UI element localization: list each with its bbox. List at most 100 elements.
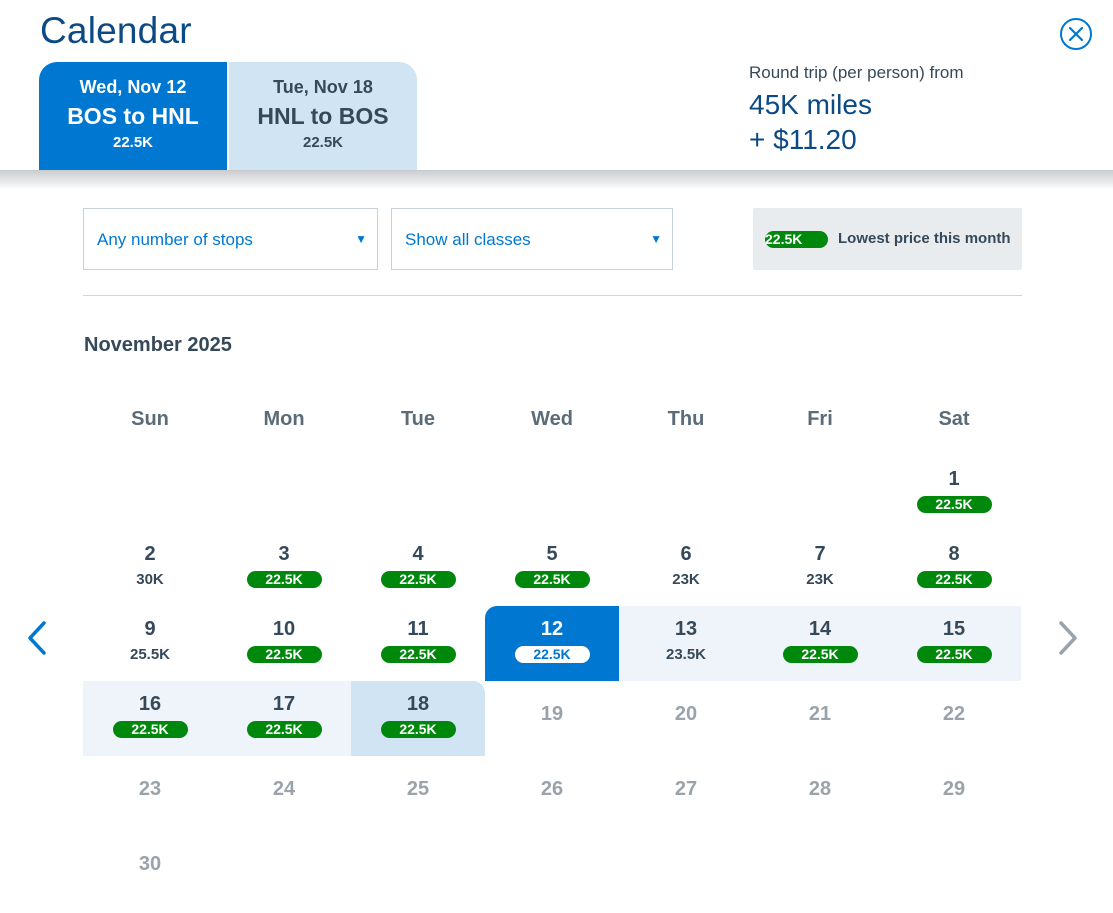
- day-price: 22.5K: [217, 646, 351, 663]
- summary-label: Round trip (per person) from: [749, 63, 964, 82]
- day-number: 23: [138, 778, 162, 800]
- tab-return-price: 22.5K: [302, 134, 344, 151]
- tab-depart[interactable]: Wed, Nov 12 BOS to HNL 22.5K: [39, 62, 227, 170]
- calendar-day-5[interactable]: 5 22.5K: [485, 531, 619, 606]
- calendar-day-11[interactable]: 11 22.5K: [351, 606, 485, 681]
- close-icon: [1069, 27, 1083, 41]
- day-price: 22.5K: [83, 721, 217, 738]
- day-price: 22.5K: [351, 721, 485, 738]
- day-number: 16: [138, 693, 162, 715]
- day-number: 18: [406, 693, 430, 715]
- day-price: 22.5K: [485, 646, 619, 663]
- calendar-day-13[interactable]: 13 23.5K: [619, 606, 753, 681]
- lowest-price-badge: 22.5K: [112, 721, 188, 738]
- weekday-label: Wed: [531, 408, 573, 430]
- calendar-day-28: 28: [753, 756, 887, 831]
- day-price: 22.5K: [217, 571, 351, 588]
- calendar-header: Calendar Wed, Nov 12 BOS to HNL 22.5K Tu…: [0, 0, 1113, 170]
- calendar-day-22: 22: [887, 681, 1021, 756]
- calendar-day-26: 26: [485, 756, 619, 831]
- divider: [83, 295, 1022, 296]
- day-price: 22.5K: [351, 571, 485, 588]
- day-number: 25: [406, 778, 430, 800]
- calendar-day-16[interactable]: 16 22.5K: [83, 681, 217, 756]
- calendar-day-9[interactable]: 9 25.5K: [83, 606, 217, 681]
- summary-miles: 45K miles: [749, 89, 872, 120]
- weekday-label: Fri: [807, 408, 833, 430]
- day-number: 15: [942, 618, 966, 640]
- calendar-day-17[interactable]: 17 22.5K: [217, 681, 351, 756]
- lowest-price-badge: 22.5K: [916, 646, 992, 663]
- header-shadow: [0, 170, 1113, 190]
- day-price: 22.5K: [887, 496, 1021, 513]
- day-number: 12: [540, 618, 564, 640]
- calendar-day-14[interactable]: 14 22.5K: [753, 606, 887, 681]
- stops-select[interactable]: Any number of stops ▼: [83, 208, 378, 270]
- day-price: 30K: [136, 571, 164, 588]
- lowest-price-badge: 22.5K: [380, 721, 456, 738]
- day-number: 10: [272, 618, 296, 640]
- tab-depart-date: Wed, Nov 12: [79, 77, 187, 97]
- day-number: 28: [808, 778, 832, 800]
- day-number: 6: [680, 543, 692, 565]
- calendar-day-24: 24: [217, 756, 351, 831]
- day-number: 2: [144, 543, 156, 565]
- tab-depart-route: BOS to HNL: [67, 103, 199, 129]
- weekday-label: Thu: [667, 408, 705, 430]
- caret-down-icon: ▼: [355, 232, 367, 246]
- day-price: 23K: [672, 571, 700, 588]
- day-number: 8: [948, 543, 960, 565]
- next-month-button[interactable]: [1053, 620, 1083, 656]
- calendar-day-12[interactable]: 12 22.5K: [485, 606, 619, 681]
- lowest-price-badge: 22.5K: [782, 646, 858, 663]
- lowest-price-badge: 22.5K: [246, 646, 322, 663]
- class-select[interactable]: Show all classes ▼: [391, 208, 673, 270]
- calendar-day-18[interactable]: 18 22.5K: [351, 681, 485, 756]
- calendar-day-6[interactable]: 6 23K: [619, 531, 753, 606]
- legend-price-pill: 22.5K: [765, 231, 828, 248]
- lowest-price-badge: 22.5K: [380, 571, 456, 588]
- calendar-day-4[interactable]: 4 22.5K: [351, 531, 485, 606]
- month-title: November 2025: [84, 334, 232, 356]
- day-price: 22.5K: [217, 721, 351, 738]
- calendar-day-1[interactable]: 1 22.5K: [887, 456, 1021, 531]
- day-number: 21: [808, 703, 832, 725]
- calendar-day-3[interactable]: 3 22.5K: [217, 531, 351, 606]
- day-number: 1: [948, 468, 960, 490]
- day-number: 5: [546, 543, 558, 565]
- day-number: 24: [272, 778, 296, 800]
- day-number: 3: [278, 543, 290, 565]
- day-price: 22.5K: [887, 571, 1021, 588]
- calendar-day-15[interactable]: 15 22.5K: [887, 606, 1021, 681]
- calendar-day-2[interactable]: 2 30K: [83, 531, 217, 606]
- summary-taxes: + $11.20: [749, 124, 857, 155]
- stops-select-value: Any number of stops: [97, 230, 253, 249]
- day-number: 9: [144, 618, 156, 640]
- calendar-day-10[interactable]: 10 22.5K: [217, 606, 351, 681]
- calendar-day-23: 23: [83, 756, 217, 831]
- day-number: 29: [942, 778, 966, 800]
- tab-return[interactable]: Tue, Nov 18 HNL to BOS 22.5K: [229, 62, 417, 170]
- calendar-day-21: 21: [753, 681, 887, 756]
- caret-down-icon: ▼: [650, 232, 662, 246]
- calendar-day-7[interactable]: 7 23K: [753, 531, 887, 606]
- prev-month-button[interactable]: [22, 620, 52, 656]
- calendar-day-29: 29: [887, 756, 1021, 831]
- calendar-day-8[interactable]: 8 22.5K: [887, 531, 1021, 606]
- weekday-label: Sun: [131, 408, 169, 430]
- round-trip-summary: Round trip (per person) from 45K miles +…: [749, 63, 963, 156]
- chevron-left-icon: [28, 621, 46, 655]
- tab-depart-price: 22.5K: [112, 134, 154, 151]
- lowest-price-badge: 22.5K: [916, 496, 992, 513]
- lowest-price-badge: 22.5K: [916, 571, 992, 588]
- close-button[interactable]: [1060, 18, 1092, 50]
- day-number: 14: [808, 618, 832, 640]
- day-price: 22.5K: [887, 646, 1021, 663]
- page-title: Calendar: [40, 10, 192, 51]
- chevron-right-icon: [1059, 621, 1077, 655]
- tab-return-route: HNL to BOS: [257, 103, 389, 129]
- day-number: 7: [814, 543, 826, 565]
- class-select-value: Show all classes: [405, 230, 531, 249]
- legend-text: Lowest price this month: [838, 230, 1011, 247]
- calendar-day-25: 25: [351, 756, 485, 831]
